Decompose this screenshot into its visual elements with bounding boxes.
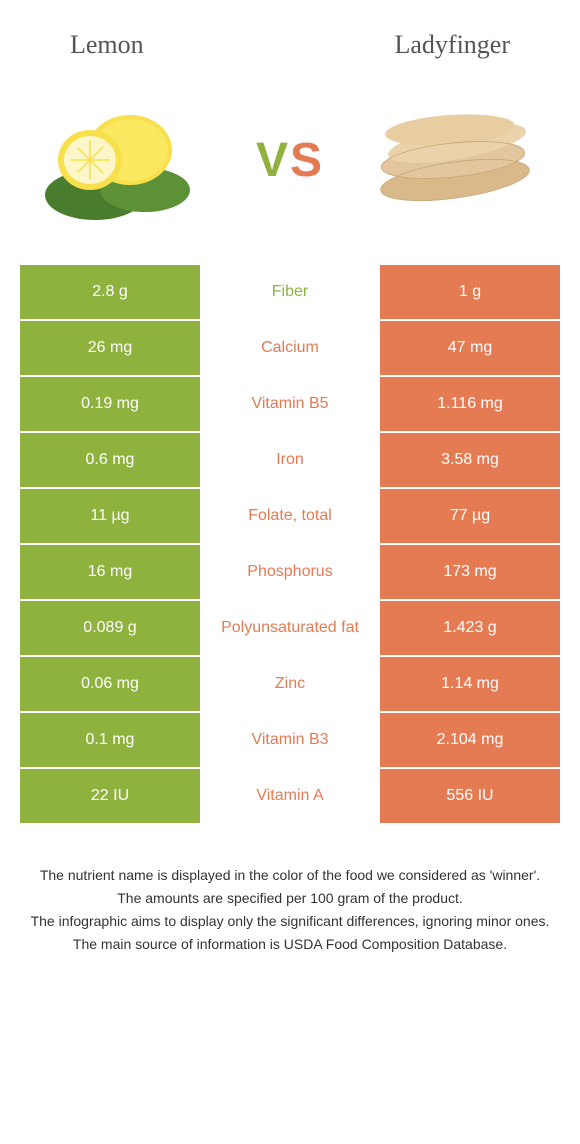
table-row: 0.06 mgZinc1.14 mg (20, 657, 560, 713)
right-value: 2.104 mg (380, 713, 560, 767)
nutrient-table: 2.8 gFiber1 g26 mgCalcium47 mg0.19 mgVit… (20, 265, 560, 825)
left-food-title: Lemon (70, 30, 144, 60)
footnotes: The nutrient name is displayed in the co… (20, 865, 560, 955)
left-value: 0.089 g (20, 601, 200, 655)
left-value: 0.1 mg (20, 713, 200, 767)
table-row: 11 µgFolate, total77 µg (20, 489, 560, 545)
right-value: 1.14 mg (380, 657, 560, 711)
right-value: 1.116 mg (380, 377, 560, 431)
right-value: 77 µg (380, 489, 560, 543)
nutrient-label: Vitamin B3 (200, 713, 380, 767)
table-row: 0.089 gPolyunsaturated fat1.423 g (20, 601, 560, 657)
header-row: Lemon Ladyfinger (20, 20, 560, 85)
left-value: 0.19 mg (20, 377, 200, 431)
right-food-title: Ladyfinger (394, 30, 510, 60)
table-row: 0.1 mgVitamin B32.104 mg (20, 713, 560, 769)
nutrient-label: Calcium (200, 321, 380, 375)
right-value: 3.58 mg (380, 433, 560, 487)
table-row: 26 mgCalcium47 mg (20, 321, 560, 377)
right-value: 556 IU (380, 769, 560, 823)
left-value: 16 mg (20, 545, 200, 599)
right-value: 47 mg (380, 321, 560, 375)
lemon-image (35, 85, 215, 235)
right-value: 173 mg (380, 545, 560, 599)
ladyfinger-image (365, 85, 545, 235)
right-value: 1.423 g (380, 601, 560, 655)
nutrient-label: Vitamin A (200, 769, 380, 823)
footnote-line: The amounts are specified per 100 gram o… (30, 888, 550, 909)
table-row: 22 IUVitamin A556 IU (20, 769, 560, 825)
table-row: 2.8 gFiber1 g (20, 265, 560, 321)
nutrient-label: Polyunsaturated fat (200, 601, 380, 655)
images-row: VS (20, 85, 560, 265)
left-value: 22 IU (20, 769, 200, 823)
left-value: 0.6 mg (20, 433, 200, 487)
table-row: 16 mgPhosphorus173 mg (20, 545, 560, 601)
nutrient-label: Vitamin B5 (200, 377, 380, 431)
left-value: 0.06 mg (20, 657, 200, 711)
footnote-line: The infographic aims to display only the… (30, 911, 550, 932)
nutrient-label: Folate, total (200, 489, 380, 543)
nutrient-label: Zinc (200, 657, 380, 711)
vs-label: VS (256, 133, 324, 188)
left-value: 26 mg (20, 321, 200, 375)
vs-s: S (290, 134, 324, 187)
footnote-line: The main source of information is USDA F… (30, 934, 550, 955)
nutrient-label: Fiber (200, 265, 380, 319)
table-row: 0.19 mgVitamin B51.116 mg (20, 377, 560, 433)
footnote-line: The nutrient name is displayed in the co… (30, 865, 550, 886)
nutrient-label: Phosphorus (200, 545, 380, 599)
vs-v: V (256, 134, 290, 187)
right-value: 1 g (380, 265, 560, 319)
nutrient-label: Iron (200, 433, 380, 487)
table-row: 0.6 mgIron3.58 mg (20, 433, 560, 489)
left-value: 2.8 g (20, 265, 200, 319)
left-value: 11 µg (20, 489, 200, 543)
